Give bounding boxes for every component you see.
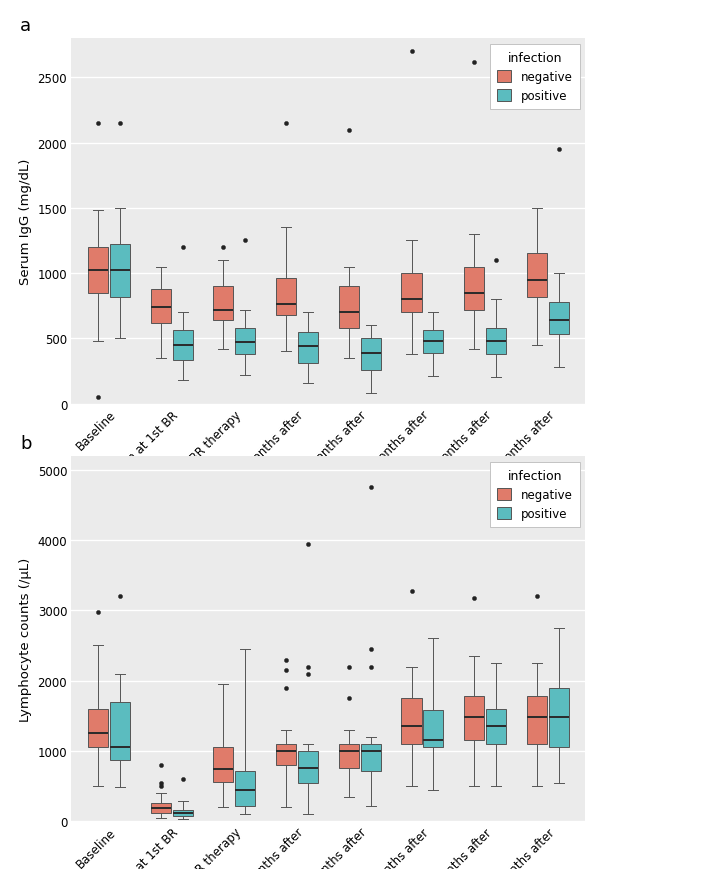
Y-axis label: Serum IgG (mg/dL): Serum IgG (mg/dL)	[19, 158, 32, 285]
PathPatch shape	[401, 274, 421, 313]
PathPatch shape	[486, 709, 506, 744]
PathPatch shape	[151, 289, 171, 323]
PathPatch shape	[361, 339, 381, 370]
PathPatch shape	[213, 287, 233, 321]
PathPatch shape	[423, 710, 443, 747]
PathPatch shape	[236, 771, 256, 806]
PathPatch shape	[276, 744, 296, 765]
PathPatch shape	[464, 268, 484, 310]
PathPatch shape	[464, 696, 484, 740]
PathPatch shape	[527, 696, 547, 744]
PathPatch shape	[151, 803, 171, 813]
PathPatch shape	[401, 699, 421, 744]
PathPatch shape	[298, 751, 318, 783]
Text: b: b	[20, 434, 31, 452]
PathPatch shape	[110, 245, 130, 297]
Y-axis label: Lymphocyte counts (/μL): Lymphocyte counts (/μL)	[19, 557, 32, 720]
PathPatch shape	[276, 279, 296, 315]
PathPatch shape	[338, 744, 359, 768]
PathPatch shape	[486, 328, 506, 355]
PathPatch shape	[173, 331, 193, 361]
PathPatch shape	[88, 709, 108, 747]
PathPatch shape	[110, 702, 130, 760]
PathPatch shape	[88, 248, 108, 293]
PathPatch shape	[549, 688, 569, 747]
PathPatch shape	[527, 254, 547, 297]
PathPatch shape	[298, 332, 318, 363]
PathPatch shape	[338, 287, 359, 328]
PathPatch shape	[173, 810, 193, 816]
PathPatch shape	[423, 331, 443, 353]
PathPatch shape	[236, 328, 256, 355]
PathPatch shape	[213, 747, 233, 782]
Legend: negative, positive: negative, positive	[490, 462, 580, 527]
Legend: negative, positive: negative, positive	[490, 45, 580, 110]
Text: a: a	[20, 17, 31, 35]
PathPatch shape	[361, 744, 381, 771]
PathPatch shape	[549, 302, 569, 335]
